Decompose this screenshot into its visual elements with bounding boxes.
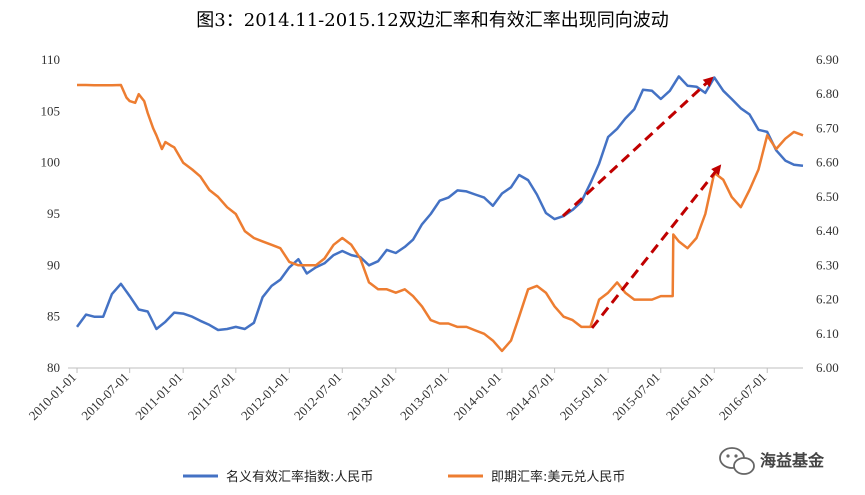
left-y-tick-label: 110 bbox=[41, 52, 60, 67]
right-y-tick-label: 6.60 bbox=[816, 155, 839, 170]
series-lines bbox=[75, 75, 804, 353]
x-tick-labels: 2010-01-01 2010-07-01 2011-01-01 2011-07-01… bbox=[26, 368, 770, 424]
right-y-tick-label: 6.00 bbox=[816, 360, 839, 375]
trend-arrow-spot-rate bbox=[590, 164, 722, 329]
series-line-effective-rate bbox=[75, 75, 804, 332]
right-y-tick-label: 6.10 bbox=[816, 326, 839, 341]
legend-label-effective-rate: 名义有效汇率指数:人民币 bbox=[226, 469, 373, 485]
left-y-tick-label: 105 bbox=[41, 103, 61, 118]
wechat-icon bbox=[719, 447, 755, 475]
right-y-tick-label: 6.50 bbox=[816, 189, 839, 204]
right-y-tick-label: 6.20 bbox=[816, 292, 839, 307]
series-line-spot-rate bbox=[77, 83, 804, 353]
x-tick-label: 2011-01-01 bbox=[132, 370, 185, 423]
x-tick-label: 2016-01-01 bbox=[663, 370, 717, 424]
left-y-tick-labels: 80 85 90 95 100 105 110 bbox=[41, 52, 61, 375]
watermark-text: 海益基金 bbox=[760, 451, 825, 470]
x-tick-label: 2015-07-01 bbox=[609, 370, 663, 424]
x-tick-label: 2015-01-01 bbox=[557, 370, 611, 424]
x-tick-label: 2013-01-01 bbox=[344, 370, 398, 424]
x-tick-label: 2012-01-01 bbox=[238, 370, 292, 424]
x-tick-label: 2010-07-01 bbox=[78, 370, 132, 424]
legend: 名义有效汇率指数:人民币 即期汇率:美元兑人民币 bbox=[183, 469, 625, 485]
left-y-tick-label: 90 bbox=[47, 257, 60, 272]
x-tick-label: 2011-07-01 bbox=[185, 370, 238, 423]
chart-title: 图3：2014.11-2015.12双边汇率和有效汇率出现同向波动 bbox=[196, 10, 669, 31]
right-y-tick-label: 6.90 bbox=[816, 52, 839, 67]
annotations bbox=[561, 76, 722, 329]
left-y-tick-label: 95 bbox=[47, 206, 60, 221]
right-y-tick-label: 6.40 bbox=[816, 223, 839, 238]
x-tick-label: 2014-01-01 bbox=[451, 370, 505, 424]
left-y-tick-label: 85 bbox=[47, 309, 60, 324]
x-tick-label: 2014-07-01 bbox=[503, 370, 557, 424]
right-y-tick-label: 6.70 bbox=[816, 120, 839, 135]
watermark: 海益基金 bbox=[719, 447, 825, 475]
x-tick-label: 2010-01-01 bbox=[26, 370, 80, 424]
right-y-tick-labels: 6.00 6.10 6.20 6.30 6.40 6.50 6.60 6.70 6.80 6.90 bbox=[816, 52, 839, 375]
trend-arrow-effective-rate bbox=[561, 76, 714, 218]
left-y-tick-label: 80 bbox=[47, 360, 60, 375]
right-y-tick-label: 6.80 bbox=[816, 86, 839, 101]
legend-label-spot-rate: 即期汇率:美元兑人民币 bbox=[491, 469, 625, 485]
left-y-tick-label: 100 bbox=[41, 155, 61, 170]
x-tick-label: 2016-07-01 bbox=[716, 370, 770, 424]
right-y-tick-label: 6.30 bbox=[816, 257, 839, 272]
x-tick-label: 2012-07-01 bbox=[291, 370, 345, 424]
x-tick-label: 2013-07-01 bbox=[397, 370, 451, 424]
